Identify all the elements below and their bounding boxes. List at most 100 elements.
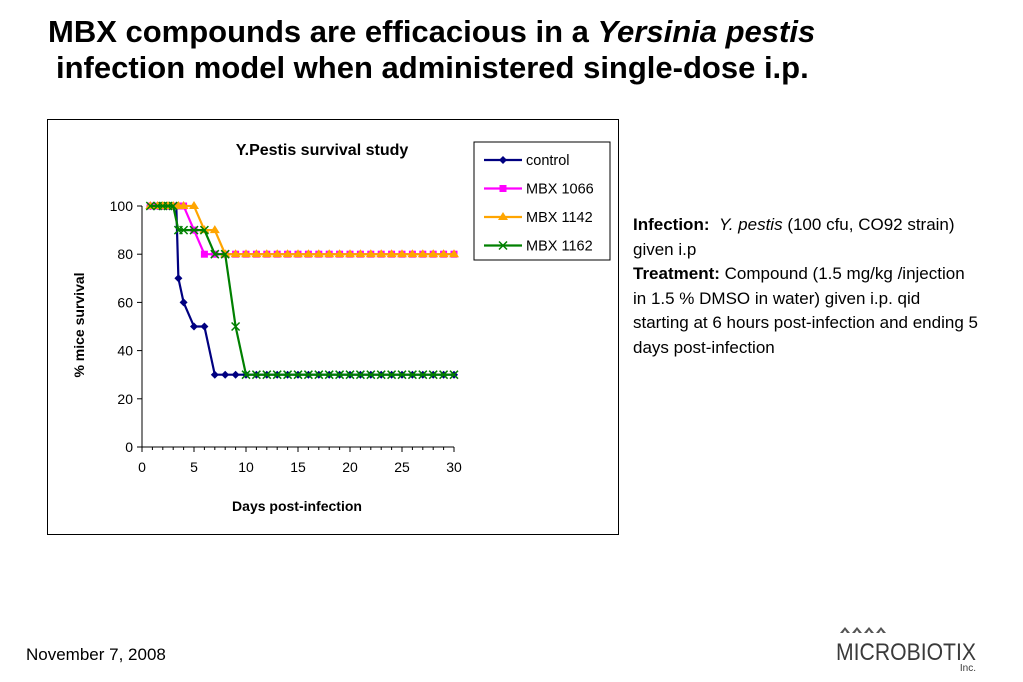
x-tick-label: 20 [342, 459, 358, 475]
legend-label: MBX 1066 [526, 182, 594, 198]
microbiotix-logo: MICROBIOTIX Inc. [836, 627, 976, 673]
x-tick-label: 0 [138, 459, 146, 475]
data-point [293, 249, 303, 258]
data-point [324, 370, 334, 380]
legend: control MBX 1066 MBX 1142 MBX 1162 [484, 153, 594, 255]
data-point [272, 249, 283, 258]
legend-item: MBX 1142 [484, 210, 593, 226]
data-point [345, 370, 355, 380]
legend-label: MBX 1142 [526, 210, 593, 226]
y-tick-label: 40 [117, 343, 133, 359]
x-tick-label: 10 [238, 459, 254, 475]
slide-date: November 7, 2008 [26, 645, 166, 664]
series-mbx-1162 [145, 201, 459, 380]
data-point [387, 370, 397, 380]
data-point [262, 370, 272, 380]
data-point [145, 201, 155, 211]
legend-marker [499, 185, 507, 192]
logo-text: MICROBIOTIX [836, 639, 976, 666]
x-tick-label: 30 [446, 459, 462, 475]
data-point [355, 370, 365, 380]
data-point [407, 370, 417, 380]
legend-item: MBX 1066 [484, 182, 594, 198]
data-point [449, 370, 459, 380]
data-point [200, 322, 209, 331]
data-point [231, 370, 240, 379]
data-point [200, 250, 208, 258]
data-point [324, 249, 335, 258]
data-point [209, 225, 220, 234]
infection-text: (100 cfu, CO92 strain) given i.p [633, 215, 955, 259]
data-point [221, 370, 230, 379]
data-point [179, 298, 188, 307]
data-point [283, 370, 293, 380]
treatment-text: Compound (1.5 mg/kg /injection in 1.5 % … [633, 264, 978, 357]
data-point [345, 249, 355, 258]
slide-title: MBX compounds are efficacious in a Yersi… [40, 14, 980, 86]
x-tick-label: 15 [290, 459, 306, 475]
data-point [313, 249, 324, 258]
legend-marker [498, 212, 508, 220]
y-tick-label: 100 [110, 198, 134, 214]
data-point [189, 225, 199, 235]
data-point [314, 370, 324, 380]
data-point [241, 370, 251, 380]
legend-marker [498, 240, 508, 251]
y-axis-label: % mice survival [71, 272, 87, 377]
data-point [335, 370, 345, 380]
data-point [251, 249, 262, 258]
data-point [438, 249, 449, 258]
title-text-1: MBX compounds are efficacious in a [48, 14, 598, 49]
data-point [397, 249, 407, 258]
legend-label: control [526, 153, 570, 169]
data-point [272, 370, 282, 380]
infection-species: Y. pestis [718, 215, 783, 234]
logo-mark-icon [840, 627, 886, 633]
y-tick-label: 0 [125, 439, 133, 455]
data-point [418, 370, 428, 380]
data-point [168, 201, 178, 211]
title-italic-species: Yersinia pestis [597, 14, 816, 49]
data-point [366, 370, 376, 380]
chart-title: Y.Pestis survival study [236, 142, 409, 159]
data-point [210, 370, 219, 379]
data-point [439, 370, 449, 380]
y-tick-label: 60 [117, 294, 133, 310]
data-point [174, 274, 183, 283]
data-point [261, 249, 272, 258]
treatment-label: Treatment: [633, 264, 720, 283]
data-point [178, 201, 189, 209]
legend-label: MBX 1162 [526, 239, 593, 255]
survival-chart: Y.Pestis survival study % mice survival … [71, 141, 611, 514]
data-point [417, 249, 428, 258]
infection-label: Infection: [633, 215, 710, 234]
legend-item: MBX 1162 [484, 239, 593, 255]
data-point [220, 249, 230, 259]
data-point [449, 249, 459, 258]
data-point [251, 370, 261, 380]
legend-box [473, 141, 611, 261]
data-point [334, 249, 345, 258]
data-point [230, 249, 241, 258]
study-info: Infection: Y. pestis (100 cfu, CO92 stra… [633, 213, 978, 360]
chart-frame: Y.Pestis survival study % mice survival … [47, 119, 619, 535]
x-axis-label: Days post-infection [232, 498, 362, 514]
data-point [303, 370, 313, 380]
series-layer [145, 201, 459, 380]
data-point [407, 249, 418, 258]
data-point [293, 370, 303, 380]
y-tick-label: 20 [117, 391, 133, 407]
data-point [397, 370, 407, 380]
data-point [428, 370, 438, 380]
y-tick-label: 80 [117, 246, 133, 262]
data-point [241, 249, 251, 258]
data-point [210, 249, 220, 259]
data-point [355, 249, 366, 258]
data-point [376, 370, 386, 380]
data-point [190, 322, 198, 331]
data-point [428, 249, 439, 258]
data-point [365, 249, 376, 258]
legend-marker [499, 156, 507, 164]
infection-info: Infection: Y. pestis (100 cfu, CO92 stra… [633, 213, 978, 262]
legend-item: control [484, 153, 570, 169]
